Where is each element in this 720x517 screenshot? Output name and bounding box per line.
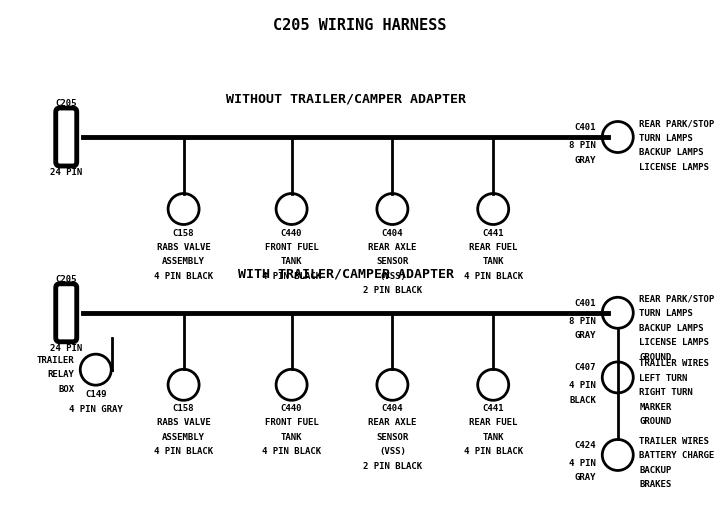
Text: REAR AXLE: REAR AXLE <box>368 418 417 427</box>
Text: 2 PIN BLACK: 2 PIN BLACK <box>363 462 422 471</box>
Text: C205 WIRING HARNESS: C205 WIRING HARNESS <box>274 18 446 33</box>
Text: BATTERY CHARGE: BATTERY CHARGE <box>639 451 714 461</box>
Text: SENSOR: SENSOR <box>377 257 408 266</box>
Text: REAR FUEL: REAR FUEL <box>469 418 518 427</box>
Text: C441: C441 <box>482 229 504 237</box>
Text: TANK: TANK <box>482 433 504 442</box>
Circle shape <box>477 369 509 400</box>
Text: RELAY: RELAY <box>48 370 74 379</box>
Text: 4 PIN BLACK: 4 PIN BLACK <box>262 447 321 457</box>
Text: BRAKES: BRAKES <box>639 480 672 490</box>
Text: 24 PIN: 24 PIN <box>50 168 82 177</box>
Text: (VSS): (VSS) <box>379 447 406 457</box>
Text: TRAILER: TRAILER <box>37 356 74 364</box>
Text: C158: C158 <box>173 404 194 413</box>
Text: REAR AXLE: REAR AXLE <box>368 242 417 251</box>
Circle shape <box>602 297 634 328</box>
Text: LICENSE LAMPS: LICENSE LAMPS <box>639 162 709 172</box>
Circle shape <box>168 369 199 400</box>
Text: FRONT FUEL: FRONT FUEL <box>265 418 318 427</box>
Text: 4 PIN BLACK: 4 PIN BLACK <box>154 271 213 281</box>
Text: WITHOUT TRAILER/CAMPER ADAPTER: WITHOUT TRAILER/CAMPER ADAPTER <box>225 92 466 105</box>
Text: C404: C404 <box>382 404 403 413</box>
Text: 2 PIN BLACK: 2 PIN BLACK <box>363 286 422 295</box>
Text: GRAY: GRAY <box>575 156 596 164</box>
Circle shape <box>377 369 408 400</box>
Text: C441: C441 <box>482 404 504 413</box>
Text: C149: C149 <box>85 390 107 399</box>
Text: 4 PIN BLACK: 4 PIN BLACK <box>262 271 321 281</box>
Text: TANK: TANK <box>281 433 302 442</box>
Text: TRAILER WIRES: TRAILER WIRES <box>639 359 709 369</box>
Text: 24 PIN: 24 PIN <box>50 344 82 353</box>
Text: BLACK: BLACK <box>570 396 596 405</box>
Text: GROUND: GROUND <box>639 353 672 362</box>
Text: ASSEMBLY: ASSEMBLY <box>162 257 205 266</box>
Text: SENSOR: SENSOR <box>377 433 408 442</box>
Circle shape <box>276 193 307 224</box>
Circle shape <box>477 193 509 224</box>
Text: C440: C440 <box>281 229 302 237</box>
Text: C424: C424 <box>575 441 596 450</box>
Text: GRAY: GRAY <box>575 331 596 340</box>
Circle shape <box>377 193 408 224</box>
Text: 8 PIN: 8 PIN <box>570 141 596 150</box>
Text: 4 PIN BLACK: 4 PIN BLACK <box>154 447 213 457</box>
Text: BACKUP LAMPS: BACKUP LAMPS <box>639 324 703 333</box>
Text: ASSEMBLY: ASSEMBLY <box>162 433 205 442</box>
Circle shape <box>602 362 634 393</box>
Text: TRAILER WIRES: TRAILER WIRES <box>639 437 709 446</box>
Text: LICENSE LAMPS: LICENSE LAMPS <box>639 338 709 347</box>
Text: BOX: BOX <box>58 385 74 393</box>
Text: TANK: TANK <box>281 257 302 266</box>
Text: BACKUP LAMPS: BACKUP LAMPS <box>639 148 703 157</box>
Text: 4 PIN GRAY: 4 PIN GRAY <box>69 405 122 414</box>
Text: C205: C205 <box>55 275 77 284</box>
Text: MARKER: MARKER <box>639 403 672 412</box>
Circle shape <box>168 193 199 224</box>
Text: WITH TRAILER/CAMPER ADAPTER: WITH TRAILER/CAMPER ADAPTER <box>238 268 454 281</box>
Circle shape <box>80 354 112 385</box>
Circle shape <box>602 439 634 470</box>
FancyBboxPatch shape <box>55 284 77 342</box>
Text: C440: C440 <box>281 404 302 413</box>
Circle shape <box>602 121 634 153</box>
Text: 8 PIN: 8 PIN <box>570 317 596 326</box>
Text: GRAY: GRAY <box>575 474 596 482</box>
Circle shape <box>276 369 307 400</box>
Text: C407: C407 <box>575 363 596 372</box>
Text: RABS VALVE: RABS VALVE <box>157 242 210 251</box>
Text: 4 PIN: 4 PIN <box>570 459 596 468</box>
FancyBboxPatch shape <box>55 108 77 166</box>
Text: REAR FUEL: REAR FUEL <box>469 242 518 251</box>
Text: BACKUP: BACKUP <box>639 466 672 475</box>
Text: 4 PIN: 4 PIN <box>570 382 596 390</box>
Text: C158: C158 <box>173 229 194 237</box>
Text: LEFT TURN: LEFT TURN <box>639 374 688 383</box>
Text: GROUND: GROUND <box>639 417 672 427</box>
Text: TANK: TANK <box>482 257 504 266</box>
Text: RIGHT TURN: RIGHT TURN <box>639 388 693 398</box>
Text: C404: C404 <box>382 229 403 237</box>
Text: 4 PIN BLACK: 4 PIN BLACK <box>464 447 523 457</box>
Text: REAR PARK/STOP: REAR PARK/STOP <box>639 119 714 128</box>
Text: RABS VALVE: RABS VALVE <box>157 418 210 427</box>
Text: REAR PARK/STOP: REAR PARK/STOP <box>639 295 714 304</box>
Text: TURN LAMPS: TURN LAMPS <box>639 133 693 143</box>
Text: C205: C205 <box>55 99 77 108</box>
Text: TURN LAMPS: TURN LAMPS <box>639 309 693 318</box>
Text: FRONT FUEL: FRONT FUEL <box>265 242 318 251</box>
Text: C401: C401 <box>575 299 596 308</box>
Text: (VSS): (VSS) <box>379 271 406 281</box>
Text: 4 PIN BLACK: 4 PIN BLACK <box>464 271 523 281</box>
Text: C401: C401 <box>575 123 596 132</box>
